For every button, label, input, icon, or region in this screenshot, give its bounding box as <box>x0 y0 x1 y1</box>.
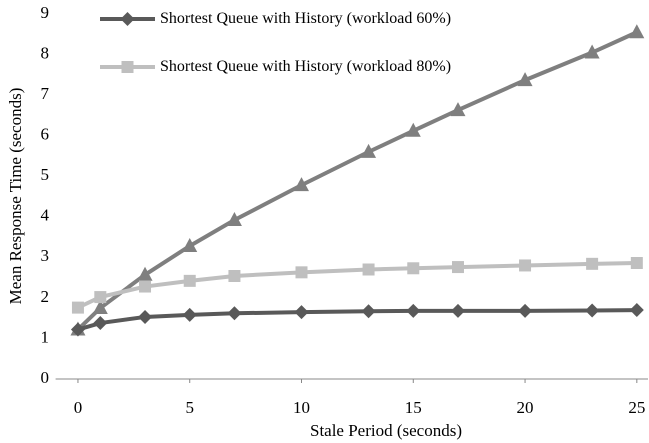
y-tick-label: 9 <box>41 3 50 22</box>
line <box>76 30 638 331</box>
marker <box>137 266 153 281</box>
marker <box>139 280 152 293</box>
marker <box>518 303 533 318</box>
marker <box>450 102 466 117</box>
line <box>77 308 637 332</box>
y-tick-label: 4 <box>41 206 50 225</box>
y-tick-label: 7 <box>41 84 50 103</box>
marker <box>405 122 421 137</box>
marker <box>70 322 85 337</box>
marker <box>450 303 465 318</box>
marker <box>362 263 375 276</box>
x-tick-label: 15 <box>405 398 422 417</box>
marker <box>586 257 599 270</box>
y-tick-label: 1 <box>41 327 50 346</box>
marker <box>138 309 153 324</box>
y-tick-label: 8 <box>41 43 50 62</box>
marker <box>295 266 308 279</box>
marker <box>451 261 464 274</box>
marker <box>294 177 310 192</box>
marker <box>517 72 533 87</box>
y-tick-label: 2 <box>41 287 50 306</box>
y-axis-label: Mean Response Time (seconds) <box>6 88 25 305</box>
marker <box>294 305 309 320</box>
marker <box>630 257 643 270</box>
marker <box>584 44 600 59</box>
marker <box>629 303 644 318</box>
marker <box>361 143 377 158</box>
marker <box>585 303 600 318</box>
y-tick-label: 5 <box>41 165 50 184</box>
y-tick-label: 6 <box>41 125 50 144</box>
y-tick-label: 0 <box>41 368 50 387</box>
marker <box>121 61 134 73</box>
marker <box>94 291 107 304</box>
marker <box>183 274 196 287</box>
y-tick-label: 3 <box>41 246 50 265</box>
x-axis-label: Stale Period (seconds) <box>310 421 462 440</box>
marker <box>226 212 242 227</box>
marker <box>407 262 420 275</box>
marker <box>406 303 421 318</box>
x-tick-label: 5 <box>185 398 194 417</box>
line <box>77 261 637 310</box>
marker <box>92 300 108 315</box>
marker <box>71 301 84 314</box>
marker <box>93 316 108 331</box>
x-tick-label: 25 <box>628 398 645 417</box>
x-tick-label: 0 <box>74 398 83 417</box>
marker <box>182 237 198 252</box>
legend-label: Shortest Queue with History (workload 80… <box>160 58 452 75</box>
marker <box>120 12 135 26</box>
legend-label: Shortest Queue with History (workload 60… <box>160 10 452 27</box>
marker <box>519 259 532 272</box>
marker <box>361 304 376 319</box>
marker <box>227 306 242 321</box>
marker <box>629 24 645 39</box>
x-tick-label: 10 <box>293 398 310 417</box>
x-tick-label: 20 <box>517 398 534 417</box>
series <box>70 303 644 337</box>
marker <box>182 307 197 322</box>
series <box>71 257 643 314</box>
marker <box>228 269 241 282</box>
